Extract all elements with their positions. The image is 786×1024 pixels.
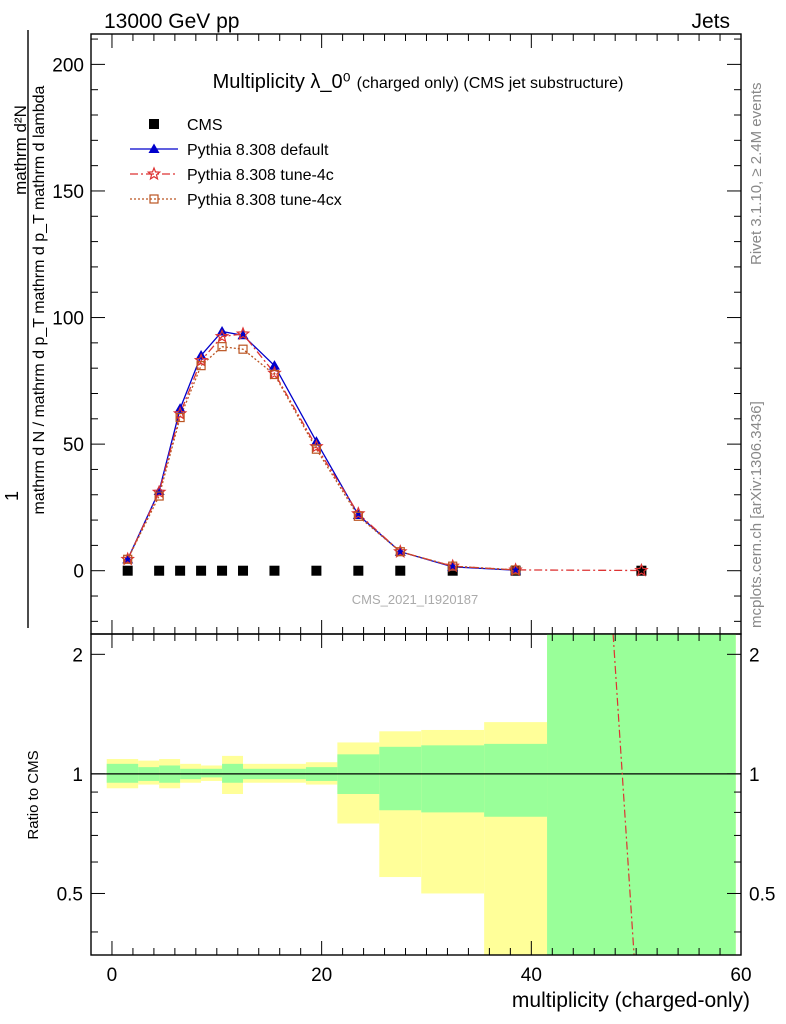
data-point-pythia-8-308-tune-4cx-6: [269, 369, 280, 380]
legend-label-pythia-8-308-default: Pythia 8.308 default: [187, 142, 329, 159]
data-point-cms-1: [154, 565, 165, 576]
plot-title-main: Multiplicity λ_0⁰: [213, 71, 351, 93]
ratio-y-tick-label-2: 2: [72, 645, 83, 666]
watermark: CMS_2021_I1920187: [352, 592, 479, 607]
main-y-tick-label-3: 150: [52, 182, 84, 203]
ratio-stat-band-0: [106, 763, 139, 783]
data-point-cms-4: [217, 565, 228, 576]
data-point-pythia-8-308-tune-4c-3: [193, 352, 209, 367]
data-point-cms-7: [311, 565, 322, 576]
data-point-pythia-8-308-tune-4cx-9: [395, 547, 405, 557]
ratio-stat-band-4: [201, 768, 223, 778]
data-point-pythia-8-308-tune-4c-12: [634, 562, 649, 577]
main-y-tick-label-4: 200: [52, 55, 84, 76]
energy-label: 13000 GeV pp: [104, 10, 239, 33]
rivet-label: Rivet 3.1.10, ≥ 2.4M events: [748, 83, 765, 266]
data-point-cms-9: [395, 565, 406, 576]
main-y-tick-label-1: 50: [63, 435, 84, 456]
ratio-y-tick-label-right-1: 1: [749, 765, 760, 786]
series-line-pythia-8-308-tune-4cx: [127, 346, 516, 571]
data-point-pythia-8-308-tune-4c-4: [214, 328, 230, 343]
y-label-one: 1: [2, 491, 22, 501]
x-tick-label-0: 0: [107, 965, 118, 986]
ratio-stat-band-5: [222, 763, 244, 783]
data-point-pythia-8-308-tune-4cx-2: [175, 412, 185, 423]
data-point-pythia-8-308-tune-4c-2: [172, 406, 188, 420]
ratio-stat-band-11: [421, 745, 485, 813]
data-point-pythia-8-308-tune-4cx-11: [510, 565, 521, 575]
ratio-y-tick-label-right-2: 2: [749, 645, 760, 666]
data-point-cms-3: [196, 565, 207, 576]
ratio-plot-frame: [90, 633, 742, 956]
ratio-stat-band-10: [379, 746, 422, 811]
legend-label-cms: CMS: [187, 117, 223, 134]
data-point-cms-2: [175, 565, 186, 576]
data-point-cms-12: [636, 565, 647, 576]
data-point-pythia-8-308-tune-4cx-0: [123, 554, 133, 564]
legend-marker-cms: [149, 119, 159, 129]
process-label: Jets: [691, 10, 730, 33]
ratio-y-tick-label-0: 0.5: [57, 884, 83, 905]
data-point-pythia-8-308-tune-4c-5: [235, 326, 251, 341]
series-line-pythia-8-308-default: [127, 330, 516, 571]
data-point-cms-5: [238, 565, 249, 576]
data-point-cms-8: [353, 565, 364, 576]
main-y-tick-label-0: 0: [73, 562, 84, 583]
ratio-stat-band-13: [547, 634, 736, 955]
legend-marker-pythia-8-308-default: [148, 143, 160, 153]
data-point-pythia-8-308-tune-4cx-4: [217, 342, 227, 352]
legend-marker-pythia-8-308-tune-4cx: [149, 194, 159, 204]
data-point-pythia-8-308-tune-4cx-7: [311, 444, 322, 454]
main-plot: 0 50 100 150 200 CMS Pythia 8.308 default Pythi…: [52, 33, 742, 635]
data-point-pythia-8-308-tune-4cx-5: [238, 344, 248, 354]
ratio-stat-band-12: [484, 743, 548, 817]
plot-title-suffix: (charged only) (CMS jet substructure): [357, 75, 624, 92]
mcplots-label: mcplots.cern.ch [arXiv:1306.3436]: [748, 401, 765, 628]
y-axis-label-main: 1 mathrm d²N mathrm d N / mathrm d p_T m…: [2, 30, 48, 628]
y-label-numerator: mathrm d²N: [11, 105, 30, 195]
legend-marker-pythia-8-308-tune-4c: [146, 166, 162, 181]
data-point-pythia-8-308-tune-4c-1: [151, 484, 167, 499]
legend-label-pythia-8-308-tune-4c: Pythia 8.308 tune-4c: [187, 167, 334, 184]
data-point-cms-0: [122, 565, 133, 576]
plot-title: Multiplicity λ_0⁰ (charged only) (CMS jet…: [213, 71, 624, 93]
x-tick-label-1: 20: [311, 965, 332, 986]
data-point-pythia-8-308-tune-4cx-10: [448, 561, 458, 571]
ratio-plot: 0.5 0.51 12 20 20 40 60: [57, 633, 775, 986]
data-point-pythia-8-308-tune-4cx-3: [196, 361, 206, 371]
ratio-y-label: Ratio to CMS: [25, 750, 42, 839]
ratio-y-tick-label-1: 1: [72, 765, 83, 786]
x-axis-label: multiplicity (charged-only): [512, 989, 750, 1012]
main-y-tick-label-2: 100: [52, 309, 84, 330]
data-point-pythia-8-308-tune-4cx-1: [154, 491, 164, 501]
data-point-pythia-8-308-tune-4cx-8: [353, 511, 363, 521]
x-tick-label-3: 60: [730, 965, 751, 986]
x-tick-label-2: 40: [521, 965, 542, 986]
ratio-series-line-0: [612, 633, 635, 956]
y-label-denominator: mathrm d N / mathrm d p_T mathrm d p_T m…: [31, 85, 48, 514]
data-point-pythia-8-308-default-6: [268, 360, 280, 370]
ratio-y-tick-label-right-0: 0.5: [749, 884, 775, 905]
data-point-cms-6: [269, 565, 280, 576]
legend-label-pythia-8-308-tune-4cx: Pythia 8.308 tune-4cx: [187, 192, 342, 209]
